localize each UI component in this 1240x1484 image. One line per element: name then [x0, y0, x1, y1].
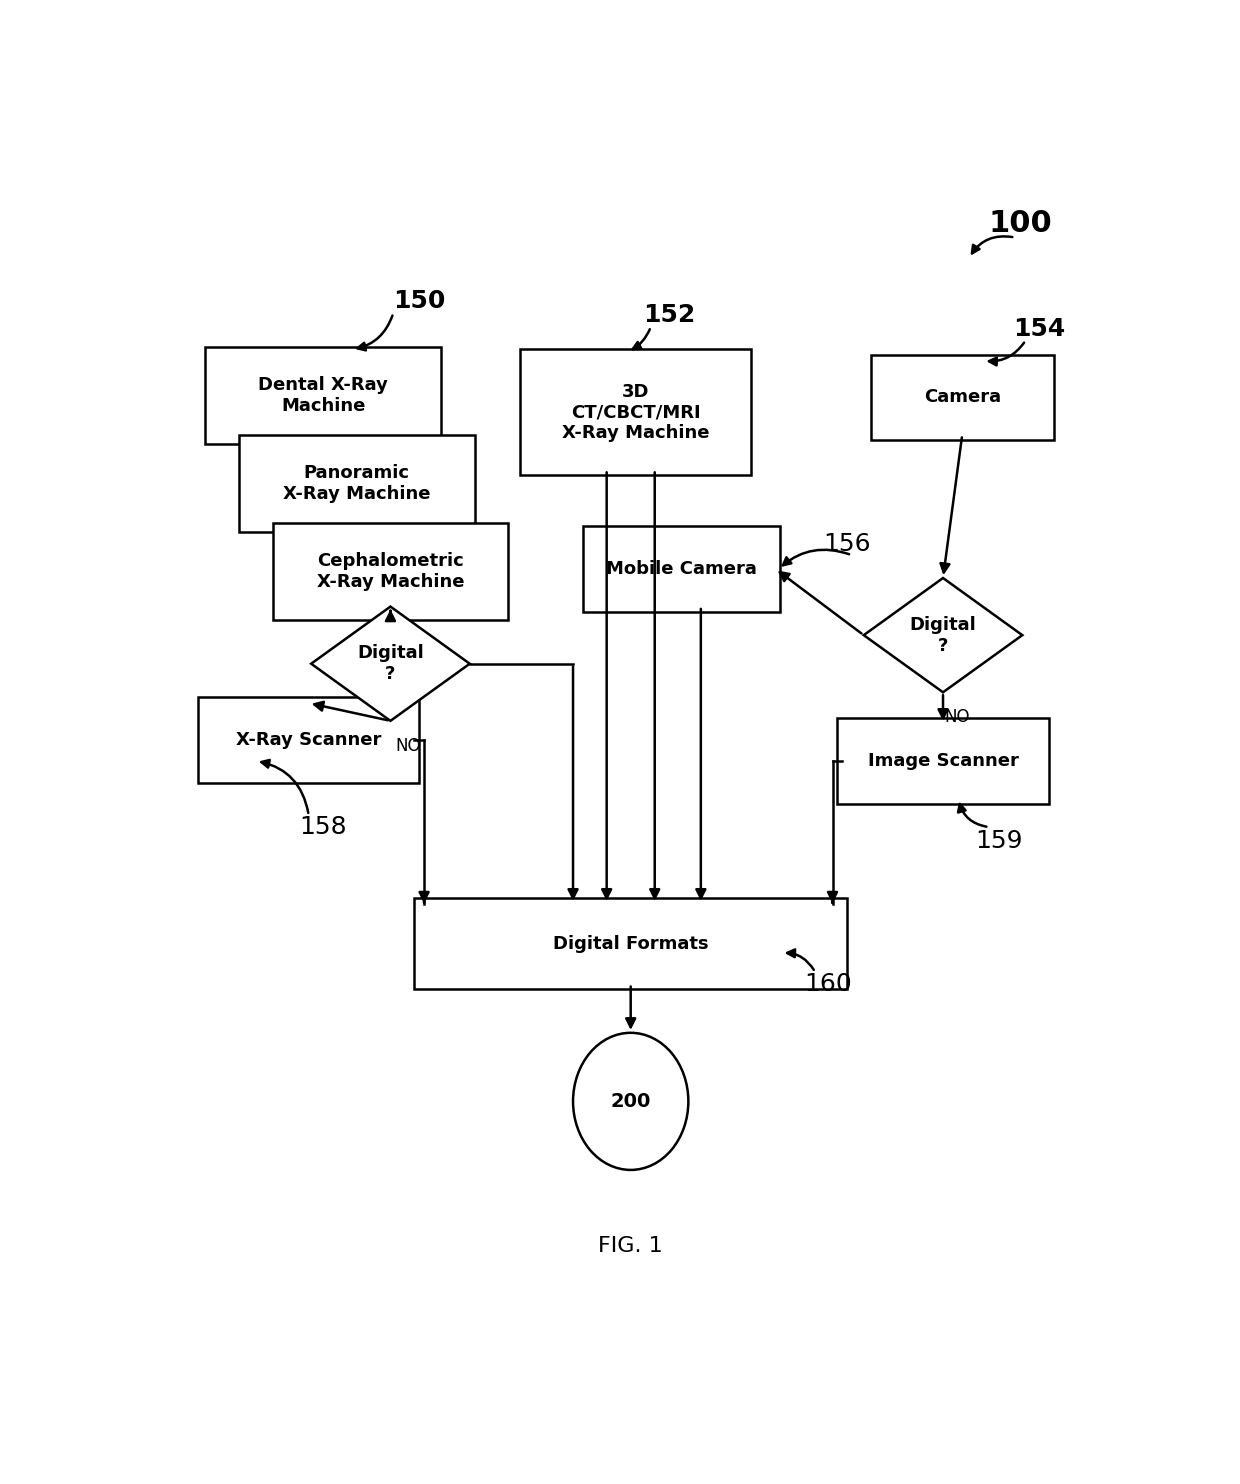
Text: 159: 159	[975, 830, 1023, 853]
Text: Digital
?: Digital ?	[357, 644, 424, 683]
Text: 160: 160	[804, 972, 852, 996]
FancyBboxPatch shape	[583, 525, 780, 611]
Text: 200: 200	[610, 1092, 651, 1112]
Text: Camera: Camera	[924, 389, 1001, 407]
Text: Digital
?: Digital ?	[910, 616, 976, 654]
FancyBboxPatch shape	[414, 898, 847, 990]
Text: Image Scanner: Image Scanner	[868, 752, 1018, 770]
Circle shape	[573, 1033, 688, 1169]
Text: FIG. 1: FIG. 1	[599, 1236, 663, 1257]
FancyBboxPatch shape	[870, 355, 1054, 441]
Text: Digital Formats: Digital Formats	[553, 935, 708, 953]
Text: X-Ray Scanner: X-Ray Scanner	[236, 732, 382, 749]
Text: Panoramic
X-Ray Machine: Panoramic X-Ray Machine	[283, 464, 430, 503]
Text: Mobile Camera: Mobile Camera	[606, 559, 758, 577]
Text: 156: 156	[823, 531, 870, 555]
FancyBboxPatch shape	[837, 718, 1049, 804]
Text: 100: 100	[988, 209, 1052, 239]
Text: 158: 158	[299, 815, 347, 838]
FancyBboxPatch shape	[239, 435, 475, 531]
Text: NO: NO	[396, 738, 420, 755]
Polygon shape	[864, 577, 1022, 692]
FancyBboxPatch shape	[198, 697, 419, 784]
Text: 3D
CT/CBCT/MRI
X-Ray Machine: 3D CT/CBCT/MRI X-Ray Machine	[562, 383, 709, 442]
Text: 154: 154	[1013, 318, 1065, 341]
FancyBboxPatch shape	[206, 347, 441, 444]
Polygon shape	[311, 607, 470, 721]
FancyBboxPatch shape	[273, 522, 508, 620]
Text: NO: NO	[945, 708, 970, 727]
Text: Dental X-Ray
Machine: Dental X-Ray Machine	[258, 375, 388, 414]
Text: 150: 150	[393, 289, 445, 313]
Text: Cephalometric
X-Ray Machine: Cephalometric X-Ray Machine	[316, 552, 464, 591]
Text: 152: 152	[644, 303, 696, 326]
FancyBboxPatch shape	[521, 349, 751, 475]
